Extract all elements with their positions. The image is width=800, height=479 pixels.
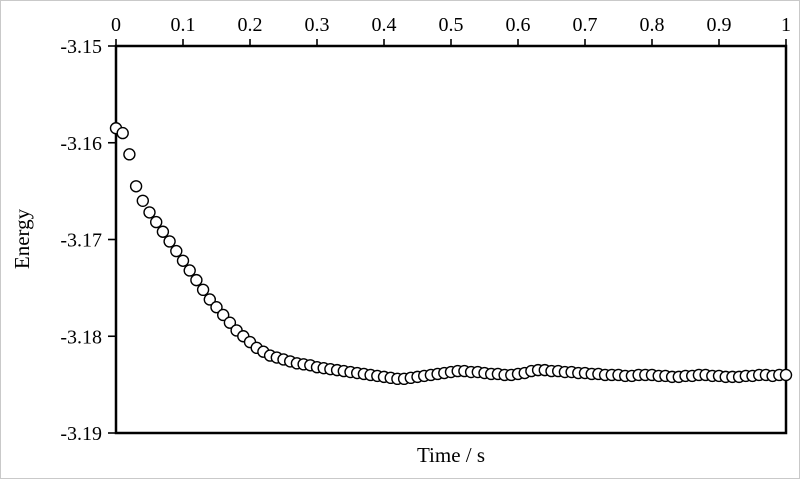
data-point-marker	[176, 254, 190, 267]
x-tick-label: 0.7	[573, 14, 598, 36]
data-point-marker	[163, 235, 176, 248]
data-points	[109, 122, 793, 386]
data-point-marker	[116, 126, 129, 140]
data-point-marker	[223, 316, 237, 329]
x-tick-label: 0.3	[305, 14, 330, 36]
x-tick-label: 0	[111, 14, 121, 36]
x-tick-label: 0.6	[506, 14, 531, 36]
y-tick-label: -3.17	[60, 230, 102, 252]
data-point-marker	[149, 215, 163, 229]
y-axis-ticks	[108, 45, 116, 434]
data-point-marker	[779, 368, 793, 382]
data-point-marker	[143, 206, 156, 219]
data-point-marker	[190, 273, 203, 287]
x-tick-label: 0.2	[238, 14, 263, 36]
data-point-marker	[196, 283, 210, 297]
x-axis-tick-labels: 0 0.1 0.2 0.3 0.4 0.5 0.6 0.7 0.8 0.9 1	[111, 14, 791, 36]
x-tick-label: 0.1	[171, 14, 196, 36]
x-tick-label: 1	[781, 14, 791, 36]
y-axis-title: Energy	[10, 208, 34, 269]
data-point-marker	[156, 225, 170, 238]
x-tick-label: 0.9	[707, 14, 732, 36]
y-tick-label: -3.18	[60, 326, 102, 348]
y-axis-tick-labels: -3.15 -3.16 -3.17 -3.18 -3.19	[60, 36, 102, 445]
data-point-marker	[183, 264, 196, 277]
x-tick-label: 0.4	[372, 14, 397, 36]
data-point-marker	[170, 244, 183, 258]
y-tick-label: -3.19	[60, 423, 102, 445]
x-tick-label: 0.5	[439, 14, 464, 36]
data-point-marker	[210, 301, 223, 314]
y-tick-label: -3.16	[60, 133, 102, 155]
y-tick-label: -3.15	[60, 36, 102, 58]
data-point-marker	[136, 194, 150, 208]
data-point-marker	[123, 148, 136, 161]
x-tick-label: 0.8	[640, 14, 665, 36]
x-axis-ticks	[115, 39, 787, 46]
data-point-marker	[203, 293, 217, 306]
x-axis-title: Time / s	[417, 443, 485, 467]
data-point-marker	[129, 180, 143, 193]
data-point-marker	[216, 308, 230, 322]
